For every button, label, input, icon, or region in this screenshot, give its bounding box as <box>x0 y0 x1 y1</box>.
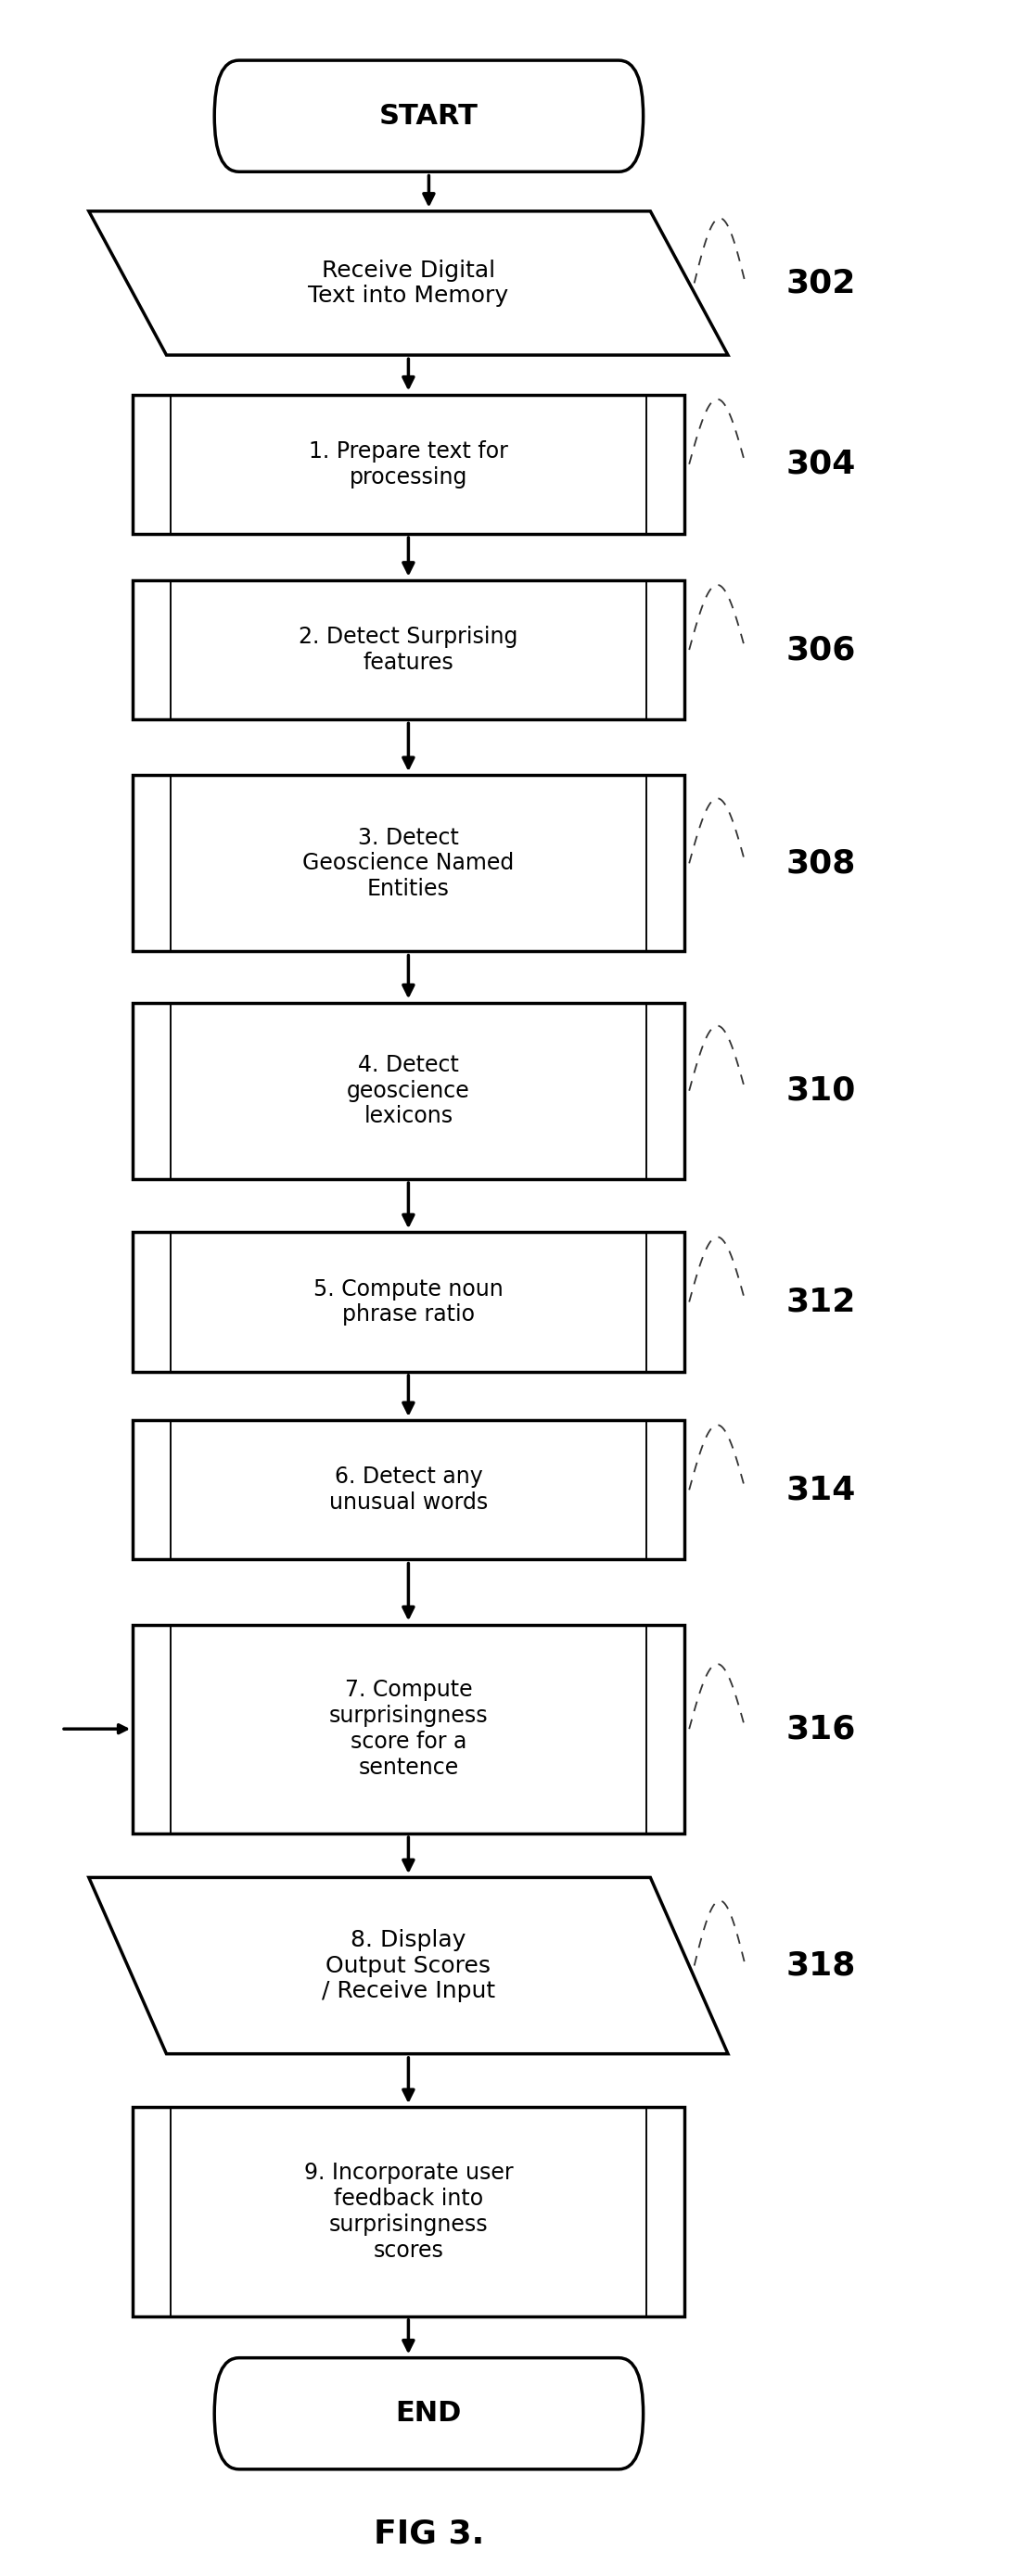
Bar <box>133 1231 684 1370</box>
Bar <box>133 1002 684 1180</box>
Text: 7. Compute
surprisingness
score for a
sentence: 7. Compute surprisingness score for a se… <box>329 1680 488 1777</box>
Text: 302: 302 <box>786 268 856 299</box>
Text: 9. Incorporate user
feedback into
surprisingness
scores: 9. Incorporate user feedback into surpri… <box>304 2161 513 2262</box>
Text: 2. Detect Surprising
features: 2. Detect Surprising features <box>299 626 518 675</box>
Text: 312: 312 <box>786 1285 856 1319</box>
Polygon shape <box>89 211 728 355</box>
Text: Receive Digital
Text into Memory: Receive Digital Text into Memory <box>308 260 508 307</box>
Text: START: START <box>379 103 479 129</box>
Bar <box>133 1419 684 1558</box>
Text: 310: 310 <box>786 1074 856 1108</box>
Text: 308: 308 <box>786 848 856 878</box>
FancyBboxPatch shape <box>214 59 643 173</box>
Bar <box>133 394 684 533</box>
Text: 1. Prepare text for
processing: 1. Prepare text for processing <box>308 440 508 489</box>
Text: FIG 3.: FIG 3. <box>374 2519 484 2550</box>
Text: 4. Detect
geoscience
lexicons: 4. Detect geoscience lexicons <box>347 1054 470 1128</box>
Text: 304: 304 <box>786 448 856 479</box>
FancyBboxPatch shape <box>214 2357 643 2470</box>
Text: 8. Display
Output Scores
/ Receive Input: 8. Display Output Scores / Receive Input <box>322 1929 495 2002</box>
Bar <box>133 580 684 719</box>
Text: 5. Compute noun
phrase ratio: 5. Compute noun phrase ratio <box>313 1278 503 1327</box>
Text: 6. Detect any
unusual words: 6. Detect any unusual words <box>329 1466 488 1515</box>
Bar <box>133 2107 684 2316</box>
Bar <box>133 1625 684 1834</box>
Text: 306: 306 <box>786 634 856 665</box>
Text: 314: 314 <box>786 1473 856 1504</box>
Text: 3. Detect
Geoscience Named
Entities: 3. Detect Geoscience Named Entities <box>302 827 515 899</box>
Text: 318: 318 <box>786 1950 856 1981</box>
Text: 316: 316 <box>786 1713 856 1744</box>
Text: END: END <box>396 2401 461 2427</box>
Bar <box>133 775 684 951</box>
Polygon shape <box>89 1878 728 2053</box>
